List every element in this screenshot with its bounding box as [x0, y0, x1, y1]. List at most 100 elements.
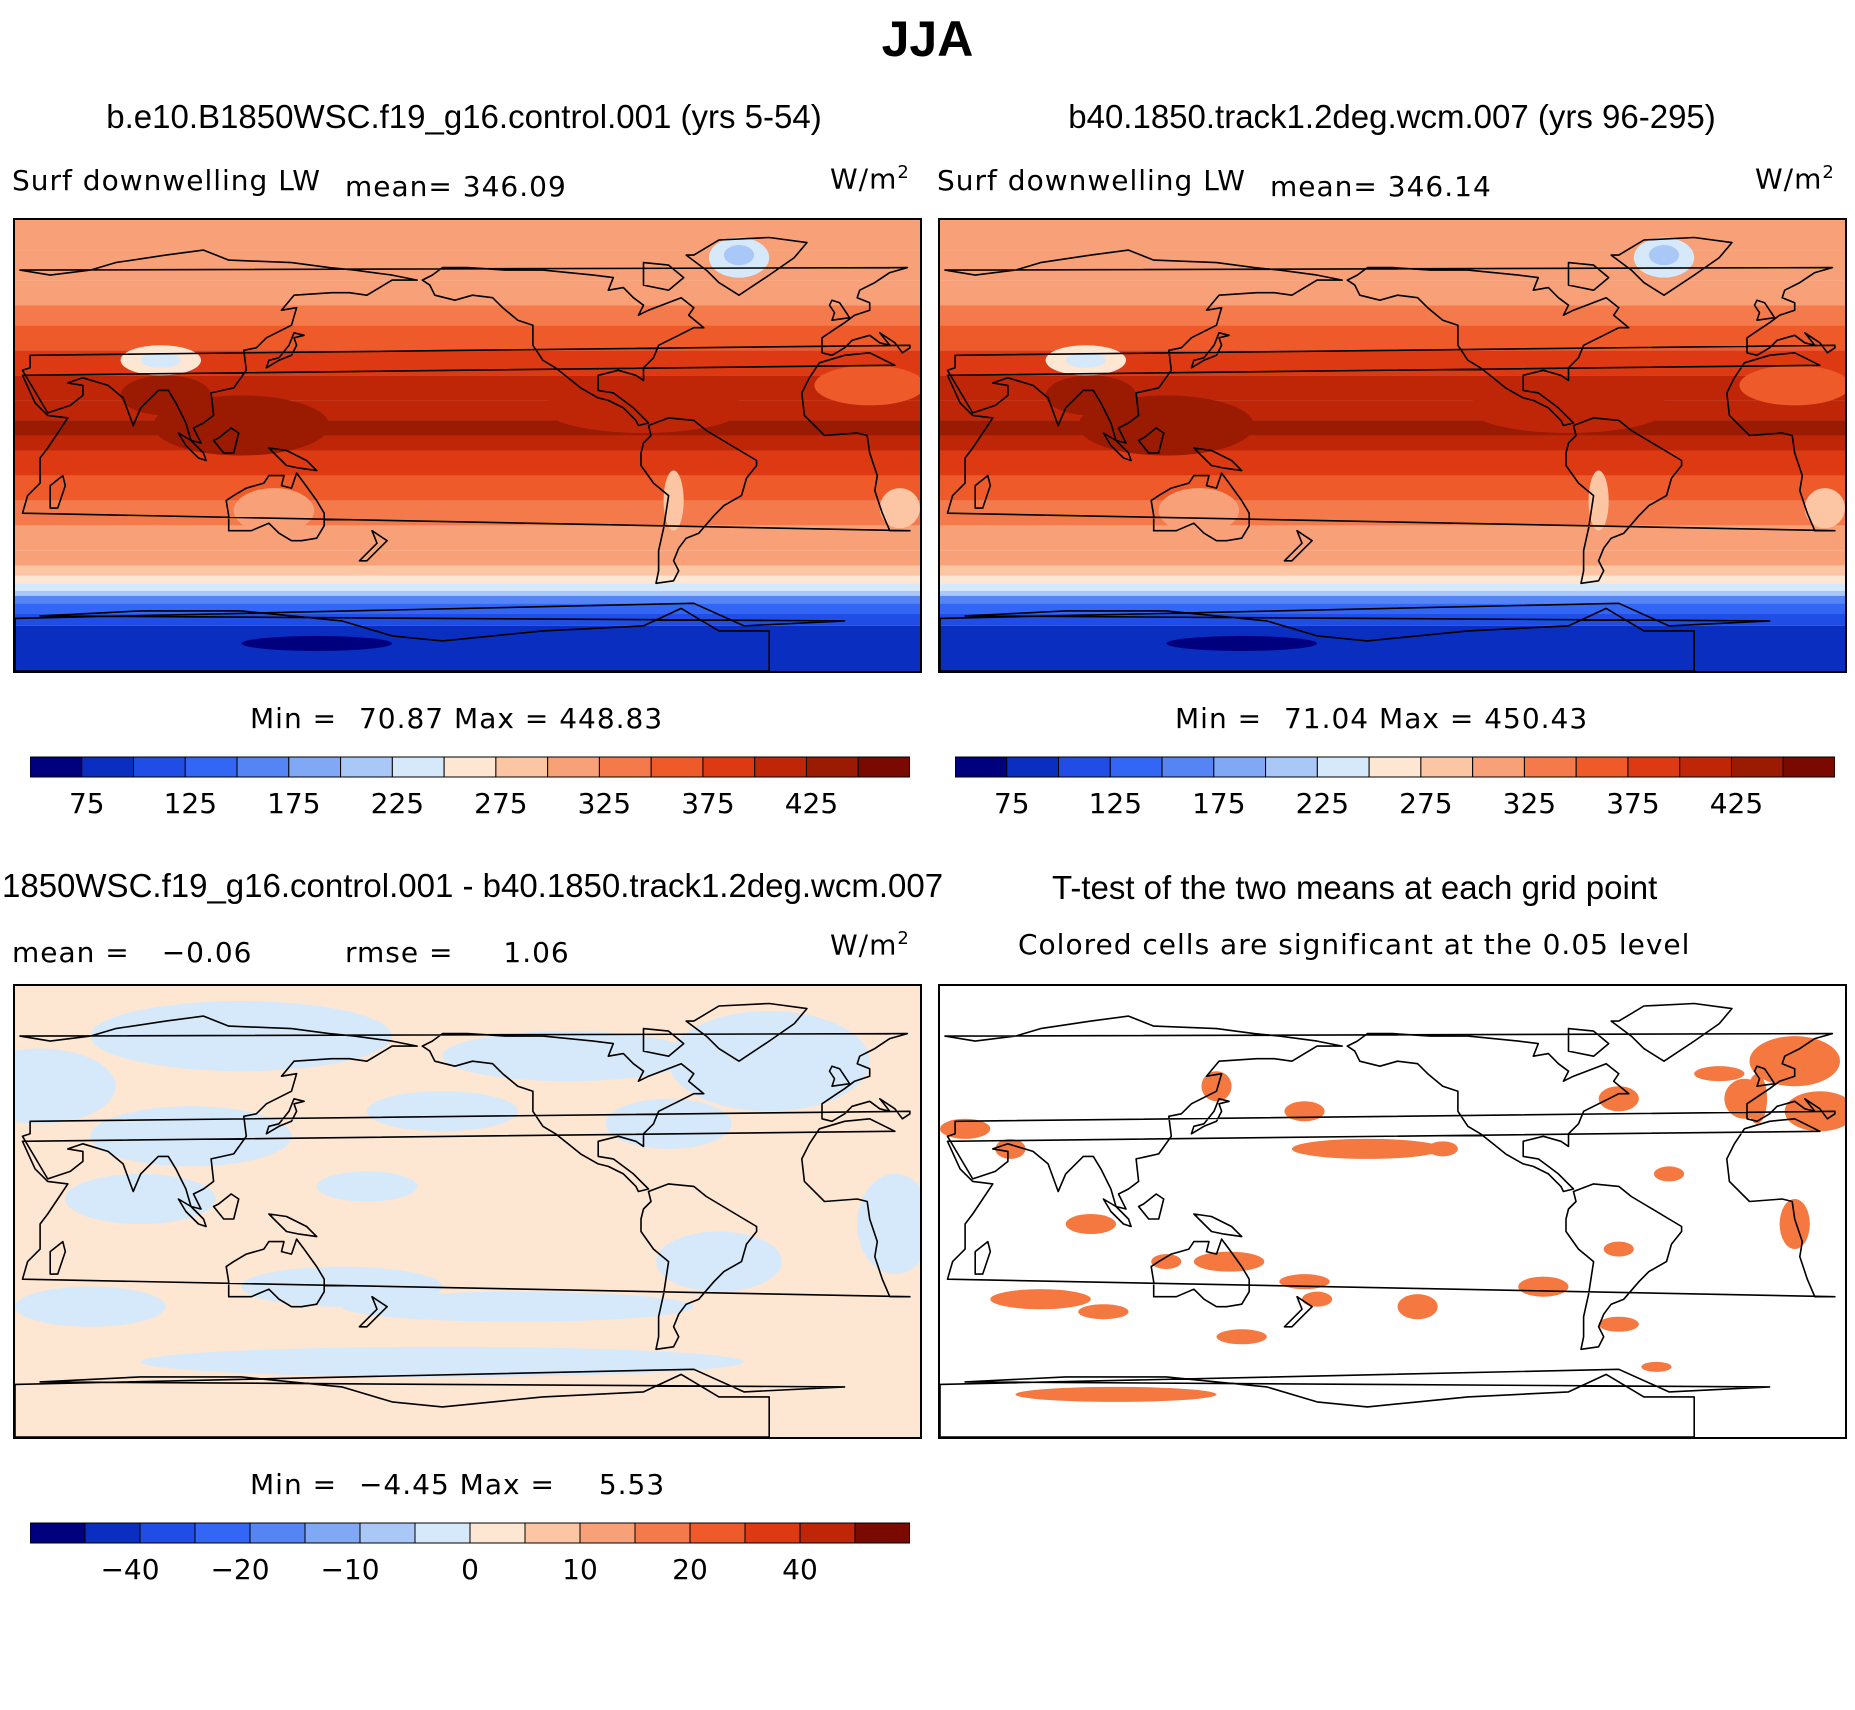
panel1-coastlines [15, 236, 911, 671]
panel1-lat-band [15, 435, 920, 451]
panel3-colorbar-segment [524, 1522, 581, 1544]
panel4-significant-cell [1694, 1066, 1745, 1082]
panel2-lat-band [940, 625, 1845, 671]
panel2-colorbar-segment [1109, 756, 1163, 778]
panel3-negative-region [65, 1173, 217, 1225]
panel2-colorbar-tick-label: 225 [1296, 787, 1349, 815]
panel1-colorbar-tick-label: 175 [267, 787, 320, 815]
panel4-significant-cell [1603, 1241, 1634, 1257]
panel3-negative-region [442, 1031, 694, 1082]
panel3-colorbar-segment [30, 1522, 86, 1544]
panel2-minmax: Min = 71.04 Max = 450.43 [1175, 702, 1588, 735]
panel3-colorbar-segment [579, 1522, 636, 1544]
panel1-mean-value: 346.09 [462, 170, 567, 203]
panel1-colorbar-tick-label: 125 [164, 787, 217, 815]
panel3-coastline-path [15, 1002, 911, 1437]
panel3-map-svg [15, 986, 920, 1437]
panel1-colorbar-segment [805, 756, 859, 778]
panel2-lat-band [940, 305, 1845, 326]
panel1-sahara [814, 365, 920, 406]
panel2-map [938, 218, 1847, 673]
panel4-significant-cell [1641, 1361, 1672, 1372]
panel1-lat-band [15, 550, 920, 566]
panel2-colorbar-segment [1368, 756, 1422, 778]
panel1-greenland-core [723, 245, 755, 266]
panel3-negative-region [341, 1291, 694, 1322]
panel1-australia [233, 488, 315, 534]
panel3-colorbar-segment [854, 1522, 910, 1544]
panel1-lat-band [15, 475, 920, 501]
panel3-negative-region [140, 1346, 745, 1377]
panel2-colorbar-segment [1316, 756, 1370, 778]
panel1-colorbar-segment [857, 756, 910, 778]
panel2-sahara [1739, 365, 1845, 406]
panel1-min-value: 70.87 [358, 702, 445, 735]
panel3-colorbar: −40 −20 −10 0 10 20 40 [30, 1522, 910, 1581]
panel4-coastlines [940, 1002, 1836, 1437]
panel1-colorbar-segment [288, 756, 342, 778]
panel2-colorbar-tick-label: 75 [994, 787, 1030, 815]
panel1-lat-band [15, 595, 920, 604]
panel4-significant-cell [1518, 1276, 1569, 1297]
panel2-units-exp: 2 [1822, 162, 1835, 183]
panel2-lat-band [940, 550, 1845, 566]
panel3-minmax: Min = −4.45 Max = 5.53 [250, 1468, 665, 1501]
panel4-case-title: T-test of the two means at each grid poi… [1052, 869, 1658, 906]
panel3-colorbar-tick-label: 10 [562, 1553, 598, 1581]
panel2-colorbar-segments [955, 756, 1835, 778]
panel1-lat-band [15, 575, 920, 584]
panel2-colorbar-segment [1265, 756, 1318, 778]
panel4-significant-cell [1397, 1294, 1438, 1320]
panel2-mean-label: mean= [1270, 170, 1378, 203]
panel3-mean: mean = −0.06 [12, 936, 253, 969]
panel4-map-svg [940, 1002, 1845, 1437]
panel3-colorbar-segment [689, 1522, 746, 1544]
panel1-lat-band [15, 420, 920, 436]
panel4-significant-cell [995, 1138, 1026, 1159]
panel1-colorbar-segment [702, 756, 756, 778]
panel1-mean-label: mean= [345, 170, 453, 203]
panel3-colorbar-segment [359, 1522, 416, 1544]
panel2-colorbar-tick-label: 425 [1710, 787, 1763, 815]
panel4-significant-cell [1284, 1101, 1325, 1122]
panel4-significant-cell [1151, 1254, 1182, 1270]
panel3-mean-value: −0.06 [161, 936, 253, 969]
panel1-colorbar-tick-label: 225 [371, 787, 424, 815]
panel4-significant-cell [1779, 1198, 1810, 1250]
panel2-lat-band [940, 565, 1845, 576]
panel2-australia [1158, 488, 1240, 534]
panel1-units-exp: 2 [897, 162, 910, 183]
panel1-colorbar-tick-label: 275 [474, 787, 527, 815]
panel3-negative-region [316, 1171, 418, 1202]
panel3-negative-region [366, 1091, 518, 1132]
panel1-min-label: Min = [250, 702, 338, 735]
panel1-colorbar: 75 125 175 225 275 325 375 425 [30, 756, 910, 815]
panel2-units-base: W/m [1755, 162, 1823, 196]
panel1-warm-pool [120, 375, 212, 416]
panel1-colorbar-segment [391, 756, 445, 778]
panel1-variable-label: Surf downwelling LW [12, 164, 321, 197]
panel2-colorbar-tick-label: 325 [1503, 787, 1556, 815]
panel4-significant-cell [1201, 1071, 1232, 1102]
panel3-colorbar-tick-label: −40 [100, 1553, 159, 1581]
panel2-colorbar-segment [1420, 756, 1474, 778]
panel1-lat-band [15, 220, 920, 251]
panel3-colorbar-segment [634, 1522, 691, 1544]
panel2-colorbar-segment [1161, 756, 1215, 778]
panel1-antarctic-core [241, 635, 393, 651]
panel3-colorbar-tick-label: −20 [210, 1553, 269, 1581]
panel1-mean: mean= 346.09 [345, 170, 567, 203]
panel2-min-label: Min = [1175, 702, 1263, 735]
panel3-rmse: rmse = 1.06 [345, 936, 570, 969]
panel1-units-base: W/m [830, 162, 898, 196]
panel3-negative-region [15, 1286, 166, 1327]
panel4-significant-cell [1598, 1316, 1639, 1332]
panel2-units: W/m2 [1755, 162, 1835, 195]
panel1-lat-band [15, 583, 920, 591]
panel1-colorbar-tick-label: 375 [681, 787, 734, 815]
panel2-colorbar: 75 125 175 225 275 325 375 425 [955, 756, 1835, 815]
panel1-colorbar-segment [754, 756, 807, 778]
panel2-colorbar-segment [1472, 756, 1525, 778]
panel4-significant-cell [1598, 1086, 1639, 1112]
panel3-colorbar-segment [304, 1522, 361, 1544]
